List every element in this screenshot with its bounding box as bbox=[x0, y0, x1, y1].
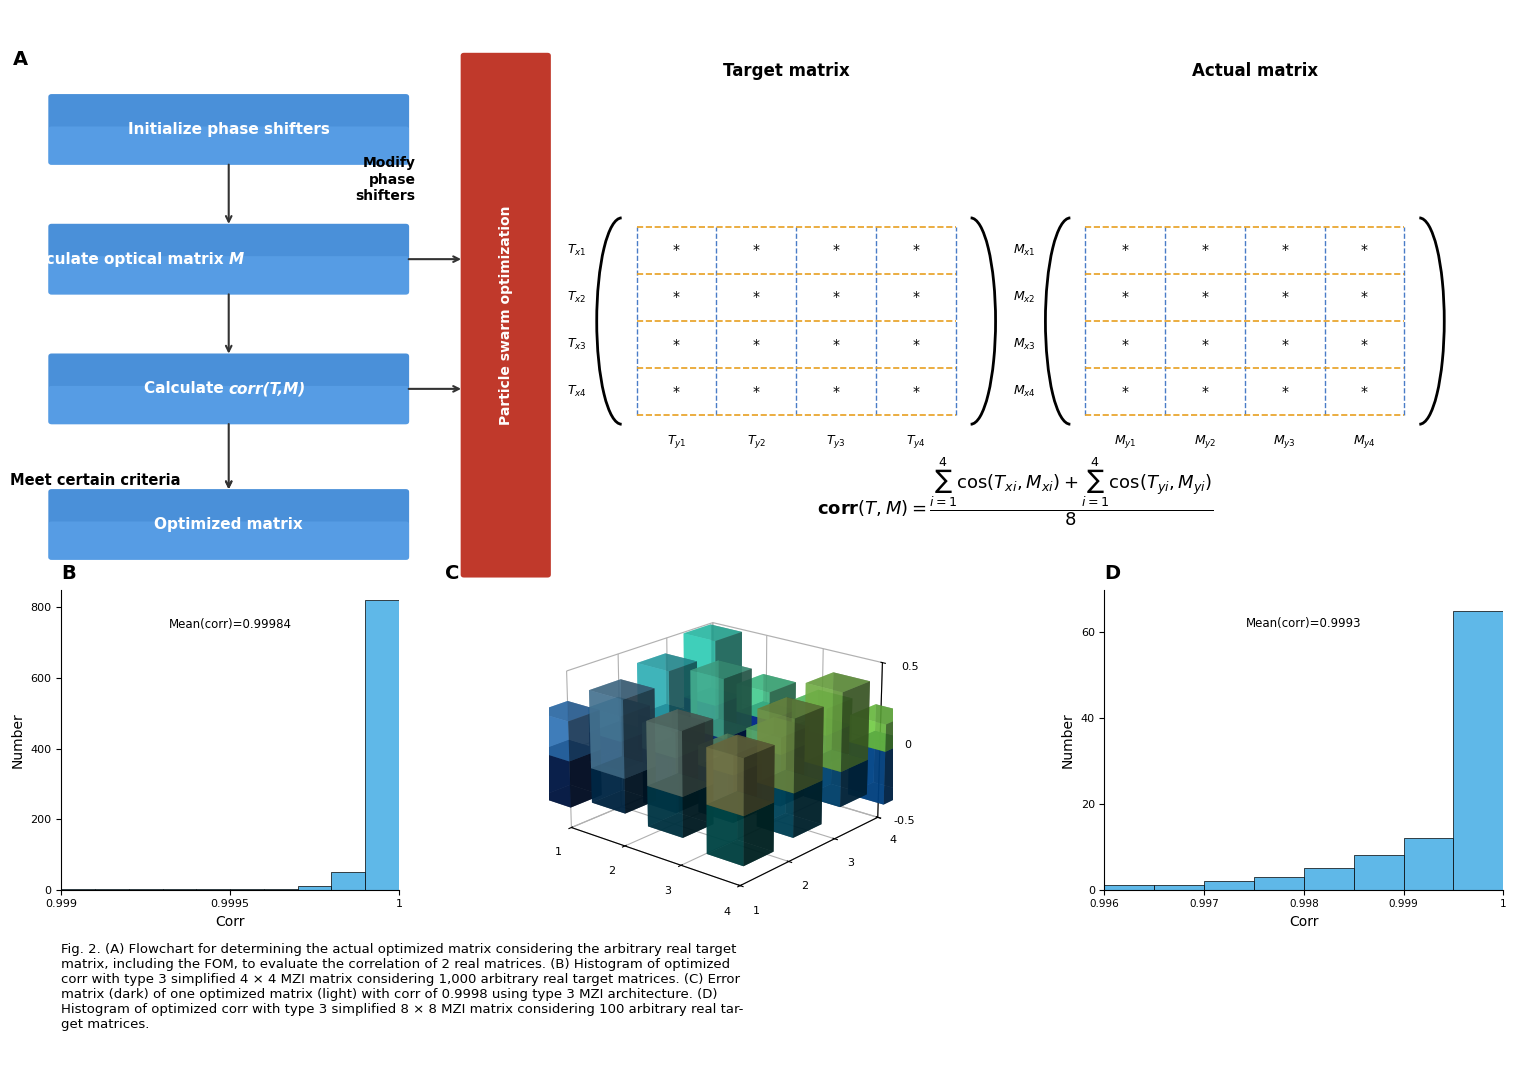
Text: M: M bbox=[229, 252, 244, 267]
Text: $M_{x2}$: $M_{x2}$ bbox=[1012, 289, 1035, 306]
FancyBboxPatch shape bbox=[49, 386, 410, 425]
Text: Modify
phase
shifters: Modify phase shifters bbox=[356, 157, 416, 203]
Y-axis label: Number: Number bbox=[1062, 712, 1075, 768]
Bar bbox=[1104, 885, 1155, 890]
Text: $M_{y2}$: $M_{y2}$ bbox=[1193, 433, 1216, 450]
Text: *: * bbox=[1201, 338, 1209, 352]
Text: *: * bbox=[1361, 338, 1368, 352]
Text: *: * bbox=[1281, 291, 1289, 304]
Text: Fig. 2. (A) Flowchart for determining the actual optimized matrix considering th: Fig. 2. (A) Flowchart for determining th… bbox=[61, 943, 744, 1031]
Text: $M_{x4}$: $M_{x4}$ bbox=[1012, 384, 1035, 400]
Text: *: * bbox=[913, 243, 919, 257]
Bar bbox=[1253, 877, 1304, 890]
Text: *: * bbox=[1281, 243, 1289, 257]
Text: $M_{y3}$: $M_{y3}$ bbox=[1273, 433, 1296, 450]
Text: *: * bbox=[1201, 291, 1209, 304]
Text: B: B bbox=[61, 564, 77, 583]
FancyBboxPatch shape bbox=[49, 224, 410, 295]
Text: *: * bbox=[913, 385, 919, 399]
Text: Meet certain criteria: Meet certain criteria bbox=[9, 473, 179, 488]
Text: D: D bbox=[1104, 564, 1121, 583]
Text: Mean(corr)=0.99984: Mean(corr)=0.99984 bbox=[169, 619, 291, 631]
Text: *: * bbox=[833, 385, 839, 399]
Text: *: * bbox=[833, 291, 839, 304]
Text: Calculate optical matrix: Calculate optical matrix bbox=[18, 252, 229, 267]
Text: Optimized matrix: Optimized matrix bbox=[155, 517, 304, 532]
FancyBboxPatch shape bbox=[49, 522, 410, 560]
Text: Initialize phase shifters: Initialize phase shifters bbox=[127, 122, 330, 137]
Text: Calculate: Calculate bbox=[144, 382, 229, 397]
X-axis label: Corr: Corr bbox=[215, 915, 245, 929]
Text: $T_{x2}$: $T_{x2}$ bbox=[568, 289, 586, 306]
Bar bbox=[1154, 885, 1204, 890]
Bar bbox=[365, 600, 399, 890]
Text: $M_{y4}$: $M_{y4}$ bbox=[1353, 433, 1376, 450]
Text: *: * bbox=[673, 243, 680, 257]
Text: A: A bbox=[12, 50, 28, 69]
Text: $M_{y1}$: $M_{y1}$ bbox=[1114, 433, 1137, 450]
FancyBboxPatch shape bbox=[49, 489, 410, 560]
Text: *: * bbox=[673, 291, 680, 304]
Text: *: * bbox=[753, 243, 759, 257]
Bar bbox=[1453, 611, 1503, 890]
Text: *: * bbox=[1201, 385, 1209, 399]
Text: *: * bbox=[753, 338, 759, 352]
Text: *: * bbox=[833, 243, 839, 257]
Text: *: * bbox=[913, 291, 919, 304]
Text: $M_{x1}$: $M_{x1}$ bbox=[1012, 242, 1035, 258]
Text: *: * bbox=[753, 291, 759, 304]
Bar bbox=[331, 873, 365, 890]
Text: C: C bbox=[445, 564, 459, 583]
Bar bbox=[1355, 855, 1404, 890]
Text: *: * bbox=[1361, 385, 1368, 399]
Y-axis label: Number: Number bbox=[11, 712, 25, 768]
Text: *: * bbox=[1361, 243, 1368, 257]
FancyBboxPatch shape bbox=[49, 94, 410, 165]
Text: $T_{y4}$: $T_{y4}$ bbox=[907, 433, 925, 450]
FancyBboxPatch shape bbox=[49, 256, 410, 295]
Text: $T_{y1}$: $T_{y1}$ bbox=[667, 433, 686, 450]
Text: corr(T,M): corr(T,M) bbox=[229, 382, 305, 397]
Bar bbox=[1304, 868, 1353, 890]
Text: *: * bbox=[1121, 338, 1129, 352]
Text: Mean(corr)=0.9993: Mean(corr)=0.9993 bbox=[1246, 617, 1362, 630]
Text: *: * bbox=[753, 385, 759, 399]
Text: *: * bbox=[1281, 385, 1289, 399]
Text: *: * bbox=[1121, 243, 1129, 257]
Text: *: * bbox=[673, 338, 680, 352]
Text: *: * bbox=[1201, 243, 1209, 257]
Text: $T_{x4}$: $T_{x4}$ bbox=[568, 384, 586, 400]
Text: *: * bbox=[1281, 338, 1289, 352]
Text: *: * bbox=[673, 385, 680, 399]
Bar bbox=[1204, 881, 1253, 890]
Text: *: * bbox=[913, 338, 919, 352]
X-axis label: Corr: Corr bbox=[1289, 915, 1319, 929]
FancyBboxPatch shape bbox=[49, 126, 410, 165]
Text: $T_{x3}$: $T_{x3}$ bbox=[568, 337, 586, 353]
Text: *: * bbox=[833, 338, 839, 352]
FancyBboxPatch shape bbox=[460, 53, 551, 578]
Text: $T_{y2}$: $T_{y2}$ bbox=[747, 433, 765, 450]
Text: $T_{x1}$: $T_{x1}$ bbox=[568, 242, 586, 258]
Text: $\mathbf{corr}(T,M) = \dfrac{\sum_{i=1}^{4}\cos(T_{xi},M_{xi}) + \sum_{i=1}^{4}\: $\mathbf{corr}(T,M) = \dfrac{\sum_{i=1}^… bbox=[818, 456, 1213, 528]
Bar bbox=[1404, 838, 1453, 890]
Text: *: * bbox=[1121, 291, 1129, 304]
Text: Actual matrix: Actual matrix bbox=[1192, 62, 1318, 79]
Text: *: * bbox=[1361, 291, 1368, 304]
Bar bbox=[298, 887, 331, 890]
Text: *: * bbox=[1121, 385, 1129, 399]
Text: $T_{y3}$: $T_{y3}$ bbox=[827, 433, 845, 450]
Text: $M_{x3}$: $M_{x3}$ bbox=[1012, 337, 1035, 353]
Text: Target matrix: Target matrix bbox=[723, 62, 850, 79]
FancyBboxPatch shape bbox=[49, 354, 410, 425]
Text: Particle swarm optimization: Particle swarm optimization bbox=[499, 206, 512, 425]
